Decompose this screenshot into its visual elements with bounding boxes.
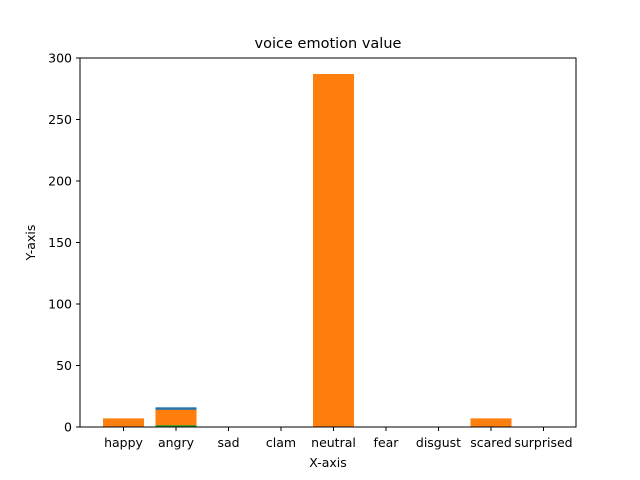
- x-tick-label-disgust: disgust: [416, 435, 461, 450]
- x-tick-label-fear: fear: [374, 435, 400, 450]
- bar-angry-s2: [155, 425, 197, 427]
- bar-angry-s1: [155, 409, 197, 427]
- x-tick-label-angry: angry: [158, 435, 195, 450]
- bar-scared-s1: [470, 418, 512, 427]
- bars: [103, 73, 512, 428]
- y-tick-label: 50: [56, 358, 72, 373]
- y-tick-label: 150: [48, 235, 72, 250]
- x-axis-label: X-axis: [309, 455, 347, 470]
- plot-frame: [79, 57, 577, 428]
- x-ticks: happy angry sad clam neutral fear disgust scare…: [104, 427, 573, 450]
- x-tick-label-surprised: surprised: [514, 435, 572, 450]
- y-axis-label: Y-axis: [23, 225, 38, 262]
- x-tick-label-happy: happy: [104, 435, 143, 450]
- y-tick-label: 0: [64, 420, 72, 435]
- x-tick-label-clam: clam: [266, 435, 296, 450]
- y-tick-label: 250: [48, 112, 72, 127]
- y-tick-label: 300: [48, 51, 72, 66]
- x-tick-label-sad: sad: [217, 435, 239, 450]
- bar-happy-s1: [103, 418, 144, 427]
- chart-title: voice emotion value: [255, 36, 402, 52]
- bar-neutral-s1: [313, 73, 354, 428]
- x-tick-label-scared: scared: [470, 435, 512, 450]
- x-tick-label-neutral: neutral: [311, 435, 356, 450]
- y-tick-label: 100: [48, 297, 72, 312]
- y-tick-label: 200: [48, 174, 72, 189]
- y-ticks: 0 50 100 150 200 250 300: [48, 51, 80, 435]
